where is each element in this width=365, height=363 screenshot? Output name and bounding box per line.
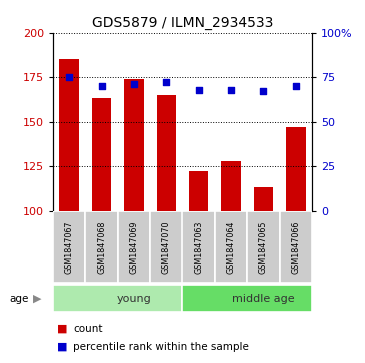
Bar bbox=[254, 187, 273, 211]
Bar bbox=[53, 211, 85, 283]
Text: GSM1847067: GSM1847067 bbox=[65, 220, 74, 274]
Bar bbox=[53, 285, 182, 312]
Point bbox=[99, 83, 104, 89]
Point bbox=[196, 87, 201, 93]
Text: count: count bbox=[73, 323, 103, 334]
Bar bbox=[182, 285, 312, 312]
Bar bbox=[189, 171, 208, 211]
Bar bbox=[59, 59, 79, 211]
Text: ▶: ▶ bbox=[33, 294, 41, 303]
Bar bbox=[150, 211, 182, 283]
Text: young: young bbox=[116, 294, 151, 303]
Point bbox=[66, 74, 72, 80]
Bar bbox=[247, 211, 280, 283]
Bar bbox=[118, 211, 150, 283]
Text: GSM1847068: GSM1847068 bbox=[97, 220, 106, 274]
Text: ■: ■ bbox=[57, 342, 67, 352]
Text: GSM1847066: GSM1847066 bbox=[291, 220, 300, 274]
Bar bbox=[221, 161, 241, 211]
Point bbox=[228, 87, 234, 93]
Bar bbox=[85, 211, 118, 283]
Point bbox=[164, 79, 169, 85]
Bar bbox=[92, 98, 111, 211]
Text: middle age: middle age bbox=[232, 294, 295, 303]
Text: ■: ■ bbox=[57, 323, 67, 334]
Text: GSM1847064: GSM1847064 bbox=[227, 220, 235, 274]
Point bbox=[293, 83, 299, 89]
Bar bbox=[215, 211, 247, 283]
Text: GDS5879 / ILMN_2934533: GDS5879 / ILMN_2934533 bbox=[92, 16, 273, 30]
Point bbox=[131, 81, 137, 87]
Text: age: age bbox=[9, 294, 28, 303]
Bar bbox=[182, 211, 215, 283]
Bar bbox=[286, 127, 306, 211]
Text: GSM1847069: GSM1847069 bbox=[130, 220, 138, 274]
Bar bbox=[280, 211, 312, 283]
Text: GSM1847070: GSM1847070 bbox=[162, 220, 171, 274]
Text: GSM1847063: GSM1847063 bbox=[194, 220, 203, 274]
Bar bbox=[157, 95, 176, 211]
Bar bbox=[124, 79, 143, 211]
Text: GSM1847065: GSM1847065 bbox=[259, 220, 268, 274]
Point bbox=[261, 89, 266, 94]
Text: percentile rank within the sample: percentile rank within the sample bbox=[73, 342, 249, 352]
